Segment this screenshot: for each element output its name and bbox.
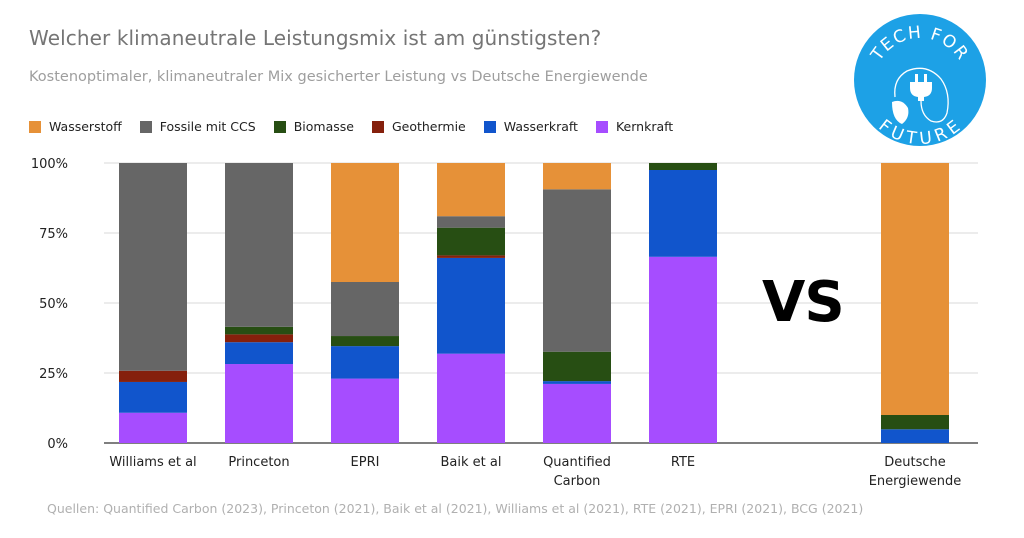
plug-icon (894, 67, 949, 123)
bar-segment-kernkraft (543, 383, 611, 443)
bar-segment-fossile-mit-ccs (331, 282, 399, 337)
bar-segment-geothermie (437, 255, 505, 258)
bar-segment-kernkraft (331, 378, 399, 443)
x-tick-label: Princeton (228, 455, 289, 470)
legend-label: Wasserkraft (503, 119, 578, 134)
bar-segment-fossile-mit-ccs (119, 163, 187, 371)
tech-for-future-logo: TECH FOR FUTURE (854, 14, 986, 148)
bar-segment-fossile-mit-ccs (543, 189, 611, 352)
bar-segment-biomasse (649, 163, 717, 170)
bar-segment-fossile-mit-ccs (437, 216, 505, 228)
chart-subtitle: Kostenoptimaler, klimaneutraler Mix gesi… (29, 69, 648, 85)
bar-segment-wasserkraft (437, 257, 505, 354)
legend-label: Biomasse (293, 119, 354, 134)
bar-segment-geothermie (119, 370, 187, 382)
bar-segment-biomasse (225, 326, 293, 335)
bar-segment-wasserkraft (331, 346, 399, 379)
x-tick-label: Energiewende (869, 474, 962, 489)
bar-segment-wasserstoff (437, 163, 505, 217)
bar-segment-wasserkraft (881, 429, 949, 443)
bar-segment-wasserstoff (331, 163, 399, 282)
vs-label: VS (762, 270, 845, 335)
legend-item: Wasserkraft (483, 119, 578, 134)
x-tick-label: Baik et al (441, 455, 502, 470)
legend-swatch (595, 120, 608, 133)
bars (119, 163, 949, 443)
bar-segment-fossile-mit-ccs (225, 163, 293, 327)
x-axis-labels: Williams et al Princeton EPRI Baik et al Qua… (109, 455, 961, 489)
bar-segment-wasserkraft (543, 381, 611, 384)
y-tick-label: 75% (39, 227, 68, 242)
y-axis-labels: 0% 25% 50% 75% 100% (31, 157, 68, 452)
legend-label: Fossile mit CCS (159, 119, 256, 134)
logo-circle (854, 14, 986, 146)
legend-label: Geothermie (391, 119, 466, 134)
legend-swatch (371, 120, 384, 133)
legend-swatch (273, 120, 286, 133)
bar-segment-biomasse (543, 351, 611, 382)
legend-swatch (483, 120, 496, 133)
y-tick-label: 25% (39, 367, 68, 382)
legend-item: Fossile mit CCS (139, 119, 256, 134)
x-tick-label: EPRI (351, 455, 380, 470)
bar-segment-biomasse (881, 415, 949, 430)
bar-segment-wasserkraft (119, 381, 187, 413)
bar-segment-kernkraft (119, 412, 187, 443)
legend-item: Geothermie (371, 119, 466, 134)
bar-segment-kernkraft (437, 353, 505, 443)
stacked-bar-chart: 0% 25% 50% 75% 100% Williams et al Princeton E… (31, 157, 978, 489)
x-tick-label: Deutsche (884, 455, 946, 470)
legend-label: Wasserstoff (49, 119, 122, 134)
bar-segment-biomasse (437, 227, 505, 256)
bar-segment-wasserstoff (543, 163, 611, 190)
legend-swatch (29, 120, 41, 133)
y-tick-label: 100% (31, 157, 68, 172)
x-tick-label: Carbon (554, 474, 601, 489)
legend-item: Biomasse (273, 119, 354, 134)
legend-item: Wasserstoff (29, 119, 122, 134)
y-tick-label: 0% (47, 437, 68, 452)
x-tick-label: Williams et al (109, 455, 196, 470)
legend: Wasserstoff Fossile mit CCS Biomasse Geothe… (29, 119, 691, 134)
sources-note: Quellen: Quantified Carbon (2023), Princ… (47, 501, 864, 516)
bar-segment-wasserkraft (225, 342, 293, 365)
bar-segment-geothermie (225, 334, 293, 343)
chart-title: Welcher klimaneutrale Leistungsmix ist a… (29, 26, 602, 50)
bar-segment-wasserkraft (649, 170, 717, 257)
legend-swatch (139, 120, 152, 133)
bar-segment-biomasse (331, 336, 399, 347)
bar-segment-kernkraft (649, 256, 717, 443)
legend-label: Kernkraft (615, 119, 674, 134)
y-tick-label: 50% (39, 297, 68, 312)
x-tick-label: Quantified (543, 455, 611, 470)
bar-segment-kernkraft (225, 364, 293, 443)
bar-segment-wasserstoff (881, 163, 949, 415)
x-tick-label: RTE (671, 455, 695, 470)
leaf-icon (892, 100, 909, 124)
legend-item: Kernkraft (595, 119, 674, 134)
